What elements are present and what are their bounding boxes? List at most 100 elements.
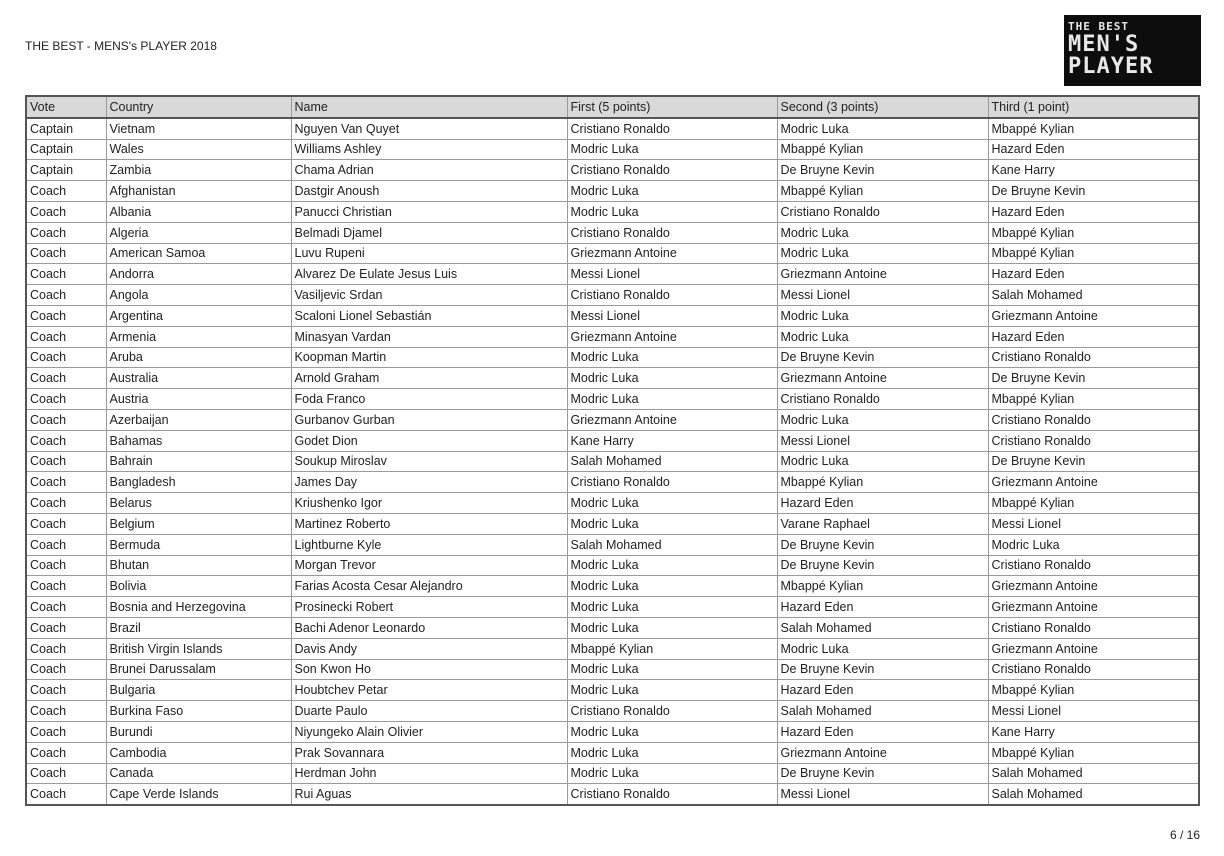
cell-country: Brunei Darussalam [105, 658, 292, 681]
cell-first: Griezmann Antoine [566, 325, 778, 348]
cell-name: Panucci Christian [290, 200, 568, 223]
cell-second: Messi Lionel [776, 284, 989, 306]
cell-second: De Bruyne Kevin [776, 762, 989, 785]
cell-country: British Virgin Islands [105, 637, 292, 660]
cell-vote: Coach [25, 180, 107, 202]
cell-first: Modric Luka [566, 720, 778, 743]
cell-second: Hazard Eden [776, 492, 989, 514]
cell-country: Bolivia [105, 575, 292, 598]
cell-third: Griezmann Antoine [987, 596, 1200, 618]
cell-third: Messi Lionel [987, 512, 1200, 535]
cell-second: Hazard Eden [776, 596, 989, 618]
cell-vote: Coach [25, 200, 107, 223]
cell-country: Azerbaijan [105, 408, 292, 431]
cell-country: Zambia [105, 159, 292, 182]
cell-country: Argentina [105, 304, 292, 327]
table-row: Coach Belgium Martinez Roberto Modric Luka V… [25, 512, 1200, 535]
cell-vote: Coach [25, 367, 107, 390]
cell-name: Arnold Graham [290, 367, 568, 390]
cell-vote: Coach [25, 284, 107, 306]
cell-name: Godet Dion [290, 429, 568, 452]
cell-first: Modric Luka [566, 762, 778, 785]
cell-name: Foda Franco [290, 388, 568, 410]
cell-first: Modric Luka [566, 679, 778, 702]
cell-second: Griezmann Antoine [776, 263, 989, 286]
cell-country: Wales [105, 138, 292, 161]
table-row: Coach Albania Panucci Christian Modric Luka… [25, 200, 1200, 223]
table-row: Coach Afghanistan Dastgir Anoush Modric Luk… [25, 180, 1200, 202]
cell-first: Modric Luka [566, 596, 778, 618]
cell-country: Angola [105, 284, 292, 306]
cell-country: Algeria [105, 221, 292, 244]
cell-second: De Bruyne Kevin [776, 346, 989, 369]
cell-third: Salah Mohamed [987, 783, 1200, 806]
cell-third: Mbappé Kylian [987, 242, 1200, 265]
votes-table: Vote Country Name First (5 points) Second (3… [25, 95, 1200, 807]
cell-first: Mbappé Kylian [566, 637, 778, 660]
cell-second: Messi Lionel [776, 783, 989, 806]
cell-second: Griezmann Antoine [776, 741, 989, 764]
cell-first: Modric Luka [566, 388, 778, 410]
cell-third: Mbappé Kylian [987, 679, 1200, 702]
cell-vote: Coach [25, 388, 107, 410]
table-row: Coach Aruba Koopman Martin Modric Luka De Br… [25, 346, 1200, 369]
cell-vote: Coach [25, 616, 107, 639]
table-row: Coach Armenia Minasyan Vardan Griezmann Ant… [25, 325, 1200, 348]
cell-second: Griezmann Antoine [776, 367, 989, 390]
cell-name: Gurbanov Gurban [290, 408, 568, 431]
cell-second: Mbappé Kylian [776, 575, 989, 598]
cell-third: Cristiano Ronaldo [987, 658, 1200, 681]
table-row: Coach Andorra Alvarez De Eulate Jesus Luis… [25, 263, 1200, 286]
cell-first: Cristiano Ronaldo [566, 117, 778, 140]
table-row: Coach Algeria Belmadi Djamel Cristiano Rona… [25, 221, 1200, 244]
cell-vote: Coach [25, 533, 107, 556]
cell-vote: Coach [25, 242, 107, 265]
cell-country: Aruba [105, 346, 292, 369]
cell-third: Hazard Eden [987, 138, 1200, 161]
cell-country: Cape Verde Islands [105, 783, 292, 806]
cell-country: Bermuda [105, 533, 292, 556]
cell-country: Albania [105, 200, 292, 223]
cell-vote: Coach [25, 263, 107, 286]
cell-vote: Coach [25, 720, 107, 743]
cell-second: Salah Mohamed [776, 700, 989, 722]
cell-second: Cristiano Ronaldo [776, 200, 989, 223]
cell-vote: Captain [25, 117, 107, 140]
table-row: Coach Brazil Bachi Adenor Leonardo Modric L… [25, 616, 1200, 639]
table-row: Coach Burundi Niyungeko Alain Olivier Modri… [25, 720, 1200, 743]
cell-country: Afghanistan [105, 180, 292, 202]
cell-first: Modric Luka [566, 512, 778, 535]
cell-third: Mbappé Kylian [987, 741, 1200, 764]
cell-second: Modric Luka [776, 242, 989, 265]
cell-name: James Day [290, 471, 568, 494]
cell-third: De Bruyne Kevin [987, 450, 1200, 473]
cell-country: Belgium [105, 512, 292, 535]
column-header-name: Name [290, 95, 568, 119]
logo-line-3: PLAYER [1068, 54, 1154, 79]
cell-first: Messi Lionel [566, 304, 778, 327]
table-row: Coach Belarus Kriushenko Igor Modric Luka Ha… [25, 492, 1200, 514]
table-row: Coach Austria Foda Franco Modric Luka Cristi… [25, 388, 1200, 410]
cell-second: Mbappé Kylian [776, 180, 989, 202]
cell-country: Canada [105, 762, 292, 785]
cell-vote: Coach [25, 325, 107, 348]
table-row: Coach Argentina Scaloni Lionel Sebastián Me… [25, 304, 1200, 327]
cell-third: Cristiano Ronaldo [987, 616, 1200, 639]
table-row: Coach Bosnia and Herzegovina Prosinecki Ro… [25, 596, 1200, 618]
cell-second: Modric Luka [776, 450, 989, 473]
cell-first: Griezmann Antoine [566, 408, 778, 431]
cell-first: Modric Luka [566, 658, 778, 681]
table-row: Coach Bulgaria Houbtchev Petar Modric Luka H… [25, 679, 1200, 702]
cell-vote: Coach [25, 679, 107, 702]
cell-second: Modric Luka [776, 304, 989, 327]
column-header-vote: Vote [25, 95, 107, 119]
table-row: Coach Bahrain Soukup Miroslav Salah Mohamed… [25, 450, 1200, 473]
table-row: Coach Australia Arnold Graham Modric Luka Gr… [25, 367, 1200, 390]
cell-first: Modric Luka [566, 367, 778, 390]
cell-name: Dastgir Anoush [290, 180, 568, 202]
table-header-row: Vote Country Name First (5 points) Second (3… [25, 95, 1200, 119]
cell-name: Lightburne Kyle [290, 533, 568, 556]
cell-name: Luvu Rupeni [290, 242, 568, 265]
cell-name: Bachi Adenor Leonardo [290, 616, 568, 639]
